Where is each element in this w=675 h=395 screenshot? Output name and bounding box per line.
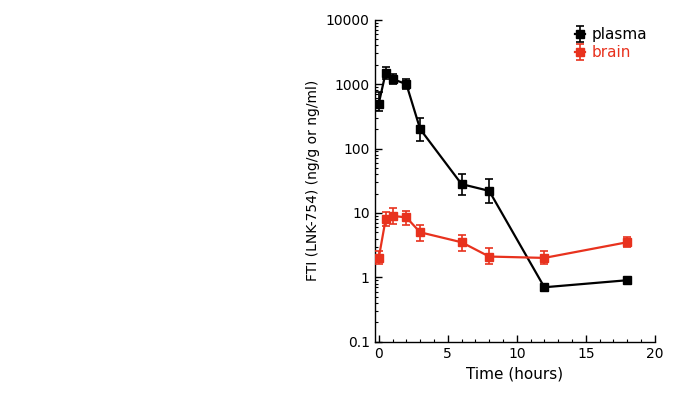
Y-axis label: FTI (LNK-754) (ng/g or ng/ml): FTI (LNK-754) (ng/g or ng/ml)	[306, 80, 321, 281]
X-axis label: Time (hours): Time (hours)	[466, 366, 563, 381]
Legend: plasma, brain: plasma, brain	[574, 27, 647, 60]
